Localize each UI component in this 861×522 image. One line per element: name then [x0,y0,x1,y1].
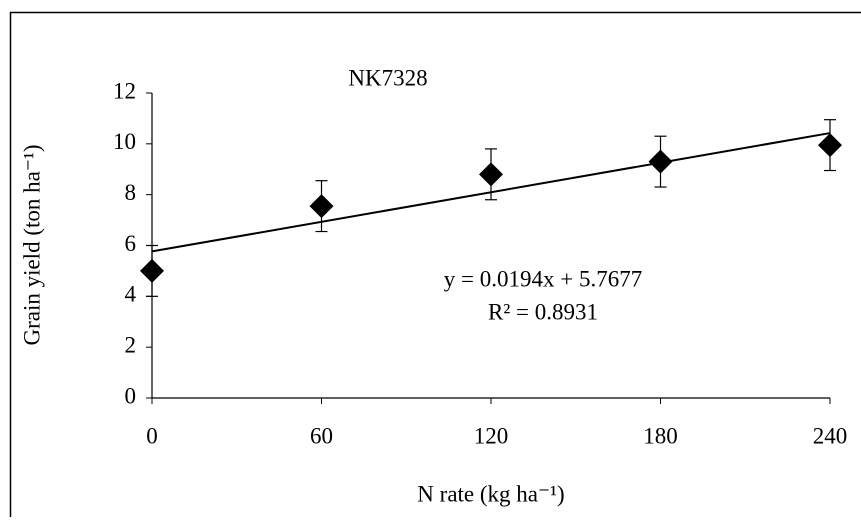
point [649,150,673,174]
y-tick-label: 8 [125,180,137,205]
point [140,259,164,283]
point [818,133,842,157]
x-tick-label: 240 [813,423,848,448]
y-tick-label: 2 [125,332,137,357]
y-tick-label: 4 [125,282,137,307]
y-tick-label: 12 [113,78,136,103]
y-tick-label: 6 [125,231,137,256]
chart-border [11,13,861,518]
y-tick-label: 0 [125,383,137,408]
trend-equation: y = 0.0194x + 5.7677 [444,266,642,291]
point [310,194,334,218]
y-tick-label: 10 [113,129,136,154]
x-tick-label: 60 [310,423,333,448]
x-axis-label: N rate (kg ha⁻¹) [417,481,564,506]
x-tick-label: 0 [146,423,158,448]
x-tick-label: 120 [474,423,509,448]
point [479,162,503,186]
x-tick-label: 180 [643,423,678,448]
chart-title: NK7328 [348,65,427,90]
y-axis-label: Grain yield (ton ha⁻¹) [19,144,44,345]
trend-r2: R² = 0.8931 [488,299,598,324]
